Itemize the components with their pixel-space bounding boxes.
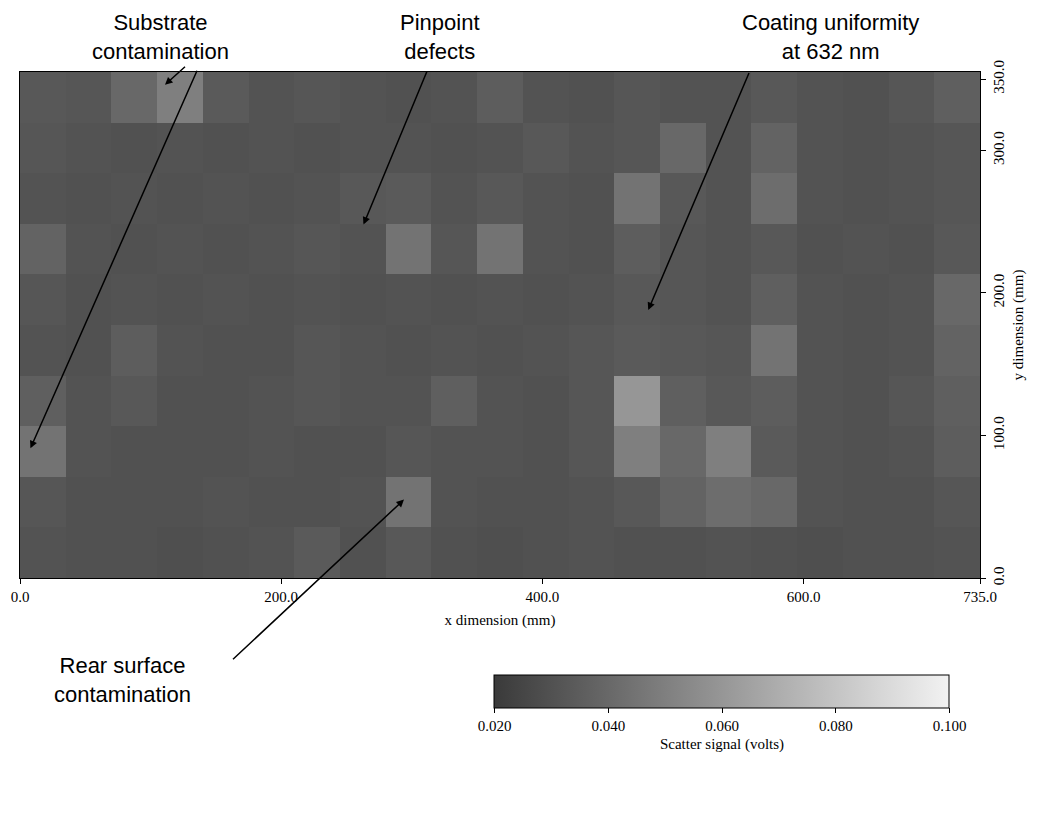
- svg-text:200.0: 200.0: [991, 274, 1007, 308]
- svg-text:0.100: 0.100: [933, 718, 967, 734]
- svg-text:0.020: 0.020: [478, 718, 512, 734]
- svg-text:0.0: 0.0: [11, 589, 30, 605]
- svg-text:Scatter signal (volts): Scatter signal (volts): [660, 736, 784, 753]
- svg-text:0.060: 0.060: [705, 718, 739, 734]
- svg-text:200.0: 200.0: [264, 589, 298, 605]
- svg-text:Pinpointdefects: Pinpointdefects: [400, 10, 480, 64]
- svg-text:x dimension (mm): x dimension (mm): [445, 612, 556, 629]
- svg-text:Substratecontamination: Substratecontamination: [92, 10, 229, 64]
- svg-text:0.080: 0.080: [819, 718, 853, 734]
- svg-text:y dimension (mm): y dimension (mm): [1010, 270, 1027, 381]
- svg-text:Coating uniformityat 632 nm: Coating uniformityat 632 nm: [742, 10, 919, 64]
- svg-text:Rear surfacecontamination: Rear surfacecontamination: [54, 653, 191, 707]
- svg-text:0.040: 0.040: [591, 718, 625, 734]
- svg-text:350.0: 350.0: [991, 60, 1007, 94]
- svg-text:600.0: 600.0: [787, 589, 821, 605]
- svg-text:300.0: 300.0: [991, 131, 1007, 165]
- svg-text:400.0: 400.0: [526, 589, 560, 605]
- svg-text:100.0: 100.0: [991, 416, 1007, 450]
- svg-text:735.0: 735.0: [963, 589, 997, 605]
- svg-text:0.0: 0.0: [991, 566, 1007, 585]
